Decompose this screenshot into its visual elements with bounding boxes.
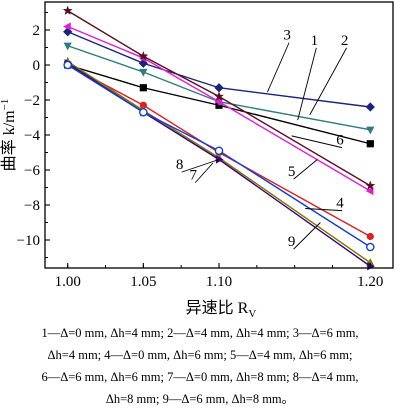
x-axis-label-text: 异速比 R: [186, 299, 249, 317]
x-tick-label: 1.05: [130, 274, 156, 290]
data-point: [139, 107, 148, 117]
figure-caption: 1—Δ=0 mm, Δh=4 mm; 2—Δ=4 mm, Δh=4 mm; 3—…: [0, 322, 400, 410]
data-point: [366, 140, 374, 148]
curve-leader-line: [309, 47, 347, 116]
data-point: [365, 102, 375, 112]
series-line: [67, 64, 371, 248]
series-line: [67, 62, 371, 267]
y-tick-label: −8: [24, 198, 40, 214]
y-axis-label-superscript: −1: [0, 99, 11, 111]
y-axis-label: 曲率 k/m−1: [0, 99, 18, 172]
curve-label: 2: [341, 33, 349, 49]
series-line: [67, 64, 371, 238]
curve-label: 9: [288, 234, 296, 250]
x-tick-label: 1.10: [206, 274, 232, 290]
data-point: [215, 155, 224, 164]
curve-label: 8: [176, 157, 184, 173]
caption-line: Δh=8 mm; 9—Δ=6 mm, Δh=8 mm。: [105, 392, 295, 406]
x-axis-label-subscript: V: [248, 308, 256, 320]
y-axis-label-text: 曲率 k/m: [0, 110, 18, 171]
y-tick-label: −10: [17, 233, 40, 249]
curve-leader-line: [194, 162, 214, 183]
y-tick-label: 0: [33, 58, 41, 74]
data-point: [366, 232, 374, 241]
series-line: [67, 64, 371, 145]
curve-label: 7: [190, 168, 198, 184]
data-point: [214, 97, 223, 106]
data-point: [214, 83, 224, 93]
curve-leader-line: [293, 159, 318, 180]
data-point: [139, 68, 148, 77]
y-tick-label: −4: [24, 128, 40, 144]
data-point: [138, 51, 149, 61]
curve-label: 3: [283, 28, 291, 44]
series-line: [67, 45, 371, 131]
curve-leader-line: [305, 208, 343, 212]
data-point: [63, 22, 71, 31]
curve-leader-line: [297, 47, 317, 121]
data-point: [366, 242, 375, 252]
curve-label: 6: [336, 133, 344, 149]
curve-leader-line: [291, 135, 343, 149]
curve-label: 5: [288, 164, 296, 180]
y-ticks: 2 0 −2 −4 −6 −8 −10: [17, 12, 50, 258]
data-point: [365, 186, 374, 196]
x-axis-label: 异速比 RV: [186, 299, 257, 320]
data-point: [214, 146, 224, 156]
series-line: [67, 25, 371, 192]
caption-line: 1—Δ=0 mm, Δh=4 mm; 2—Δ=4 mm, Δh=4 mm; 3—…: [41, 326, 359, 340]
series-6: [62, 5, 376, 190]
series-line: [67, 10, 371, 187]
y-tick-label: 2: [33, 23, 41, 39]
data-point: [63, 60, 72, 70]
data-point: [63, 42, 72, 51]
curve-leader-line: [181, 159, 220, 173]
y-tick-label: −2: [24, 93, 40, 109]
curve-label: 4: [336, 196, 344, 212]
data-point: [139, 84, 147, 92]
series-layer: [62, 5, 376, 271]
annotation-layer: 3 1 2 6 5 4 87 9: [176, 28, 348, 251]
y-tick-label: −6: [24, 163, 40, 179]
x-ticks: 1.00 1.05 1.10 1.20: [55, 263, 383, 290]
caption-line: Δh=4 mm; 4—Δ=0 mm, Δh=6 mm; 5—Δ=4 mm, Δh…: [47, 348, 353, 362]
caption-line: 6—Δ=6 mm, Δh=6 mm; 7—Δ=0 mm, Δh=8 mm; 8—…: [41, 370, 359, 384]
data-point: [214, 91, 224, 101]
series-line: [67, 31, 371, 108]
series-9: [63, 60, 375, 252]
curvature-chart: 3 1 2 6 5 4 87 9 1.00 1.05 1.10 1.20 2 0 −2 −4 −6 −8 −10…: [0, 1, 394, 320]
curve-leader-line: [293, 222, 321, 250]
data-point: [365, 180, 376, 190]
x-tick-label: 1.00: [55, 274, 81, 290]
curve-leader-line: [267, 42, 290, 93]
curve-label: 1: [311, 33, 319, 49]
data-point: [139, 101, 147, 109]
data-point: [62, 5, 73, 15]
data-point: [366, 126, 375, 135]
series-line: [67, 60, 371, 264]
x-tick-label: 1.20: [357, 274, 383, 290]
